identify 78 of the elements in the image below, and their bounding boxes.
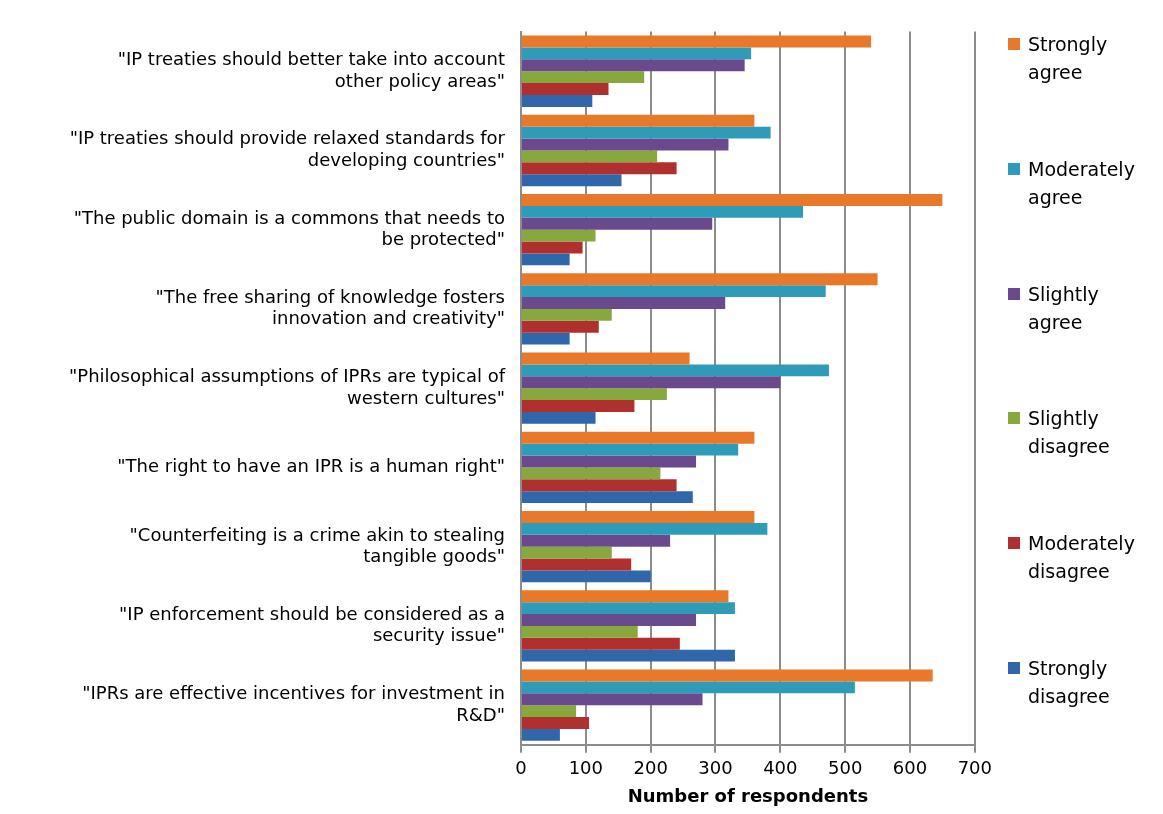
- y-tick-label: "Counterfeiting is a crime akin to stealing tangible goods": [129, 523, 505, 567]
- x-tick-label: 700: [957, 757, 992, 779]
- bar: [522, 534, 671, 547]
- bar: [522, 114, 755, 127]
- bar: [522, 681, 855, 694]
- bar: [522, 320, 599, 333]
- x-tick-label: 400: [763, 757, 798, 779]
- y-tick-label: "IP treaties should provide relaxed standards for developing countries": [69, 127, 506, 170]
- bar: [522, 253, 570, 266]
- legend-label: Strongly disagree: [1028, 656, 1111, 709]
- y-tick-label: "IP enforcement should be considered as a security issue": [119, 602, 505, 646]
- bar: [522, 241, 583, 254]
- bar: [522, 376, 781, 389]
- bar: [522, 649, 735, 662]
- bar: [522, 431, 755, 444]
- legend-label: Strongly agree: [1028, 32, 1109, 85]
- bar: [522, 411, 596, 424]
- y-tick-label: "The right to have an IPR is a human right": [117, 455, 505, 477]
- bar: [522, 491, 693, 504]
- bar: [522, 217, 713, 230]
- bar: [522, 693, 703, 706]
- bar: [522, 59, 745, 72]
- bar: [522, 162, 677, 175]
- bar: [522, 205, 804, 218]
- x-tick-label: 600: [892, 757, 928, 779]
- bar: [522, 717, 590, 729]
- x-tick-label: 500: [827, 757, 863, 779]
- bar: [522, 95, 593, 107]
- x-tick-label: 300: [698, 757, 733, 779]
- y-tick-label: "Philosophical assumptions of IPRs are typical of western cultures": [69, 365, 506, 408]
- y-tick-label: "The public domain is a commons that needs to be protected": [73, 206, 505, 250]
- bar: [522, 455, 697, 468]
- bar: [522, 285, 826, 298]
- bar: [522, 558, 632, 571]
- bar: [522, 669, 933, 682]
- y-tick-label: "IP treaties should better take into account other policy areas": [117, 48, 505, 91]
- bar: [522, 388, 667, 401]
- x-tick-label: 100: [568, 757, 604, 779]
- bar: [522, 332, 570, 345]
- bar: [522, 467, 661, 480]
- bar: [522, 229, 596, 242]
- legend-label: Slightly disagree: [1028, 406, 1111, 460]
- bar: [522, 400, 635, 412]
- bar: [522, 546, 612, 559]
- bar: [522, 570, 651, 583]
- y-tick-label: "The free sharing of knowledge fosters innovation and creativity": [155, 285, 505, 329]
- bar: [522, 273, 878, 286]
- bar: [522, 637, 680, 650]
- bar: [522, 728, 560, 741]
- bar: [522, 47, 752, 60]
- x-tick-label: 200: [633, 757, 668, 779]
- legend-label: Moderately disagree: [1028, 531, 1136, 585]
- bar: [522, 443, 739, 456]
- bar: [522, 194, 943, 206]
- bar: [522, 614, 697, 626]
- bar: [522, 138, 729, 151]
- bar: [522, 590, 729, 603]
- bar: [522, 150, 658, 163]
- bar: [522, 364, 829, 377]
- bar: [522, 625, 638, 638]
- legend-label: Slightly agree: [1028, 281, 1100, 335]
- bar: [522, 352, 690, 365]
- bar: [522, 705, 577, 718]
- bar: [522, 308, 612, 321]
- x-axis-title: Number of respondents: [627, 784, 869, 806]
- bar: [522, 297, 726, 309]
- bar: [522, 35, 872, 48]
- bar: [522, 126, 771, 139]
- bar: [522, 83, 609, 95]
- bar: [522, 522, 768, 535]
- bar: [522, 511, 755, 523]
- x-tick-label: 0: [515, 757, 527, 779]
- bar: [522, 602, 735, 615]
- bar: [522, 174, 622, 187]
- legend-label: Moderately agree: [1028, 156, 1136, 210]
- bar: [522, 479, 677, 492]
- y-tick-label: "IPRs are effective incentives for investment in R&D": [82, 682, 505, 725]
- bar: [522, 71, 645, 84]
